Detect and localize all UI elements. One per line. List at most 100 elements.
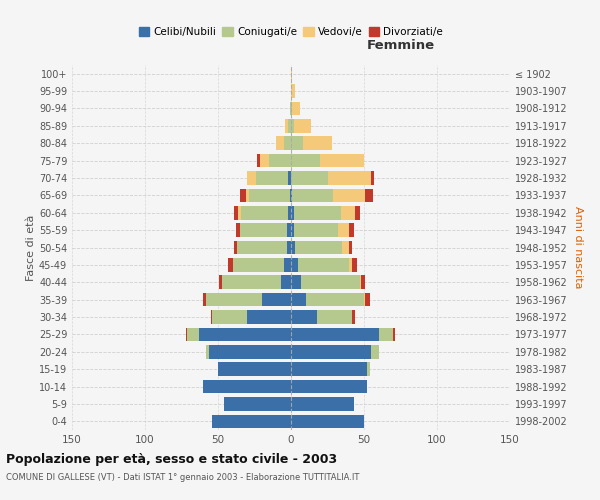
Bar [291, 380, 367, 394]
Bar [349, 240, 352, 254]
Bar [349, 224, 354, 237]
Bar [393, 328, 395, 341]
Bar [241, 206, 288, 220]
Bar [349, 258, 352, 272]
Bar [248, 188, 290, 202]
Bar [294, 206, 341, 220]
Bar [291, 362, 367, 376]
Bar [209, 345, 291, 358]
Bar [352, 258, 356, 272]
Bar [291, 171, 328, 185]
Bar [292, 188, 334, 202]
Bar [320, 154, 364, 168]
Bar [203, 380, 291, 394]
Text: Popolazione per età, sesso e stato civile - 2003: Popolazione per età, sesso e stato civil… [6, 452, 337, 466]
Bar [257, 154, 260, 168]
Text: COMUNE DI GALLESE (VT) - Dati ISTAT 1° gennaio 2003 - Elaborazione TUTTITALIA.IT: COMUNE DI GALLESE (VT) - Dati ISTAT 1° g… [6, 472, 359, 482]
Bar [352, 310, 355, 324]
Y-axis label: Anni di nascita: Anni di nascita [573, 206, 583, 289]
Bar [342, 240, 349, 254]
Bar [234, 206, 238, 220]
Bar [223, 276, 281, 289]
Bar [199, 328, 291, 341]
Bar [291, 345, 371, 358]
Bar [285, 119, 288, 132]
Bar [291, 397, 354, 410]
Bar [291, 224, 294, 237]
Bar [287, 224, 291, 237]
Bar [220, 276, 223, 289]
Bar [341, 206, 355, 220]
Bar [291, 328, 379, 341]
Bar [291, 188, 292, 202]
Bar [291, 414, 364, 428]
Bar [298, 258, 349, 272]
Bar [361, 276, 365, 289]
Bar [367, 362, 370, 376]
Bar [291, 276, 301, 289]
Bar [302, 136, 332, 150]
Bar [365, 188, 373, 202]
Bar [365, 293, 370, 306]
Bar [224, 397, 291, 410]
Bar [379, 328, 393, 341]
Bar [247, 310, 291, 324]
Bar [203, 293, 206, 306]
Bar [256, 171, 288, 185]
Bar [291, 136, 302, 150]
Bar [294, 224, 338, 237]
Bar [291, 154, 320, 168]
Bar [288, 171, 291, 185]
Bar [237, 240, 287, 254]
Bar [291, 310, 317, 324]
Bar [238, 206, 241, 220]
Bar [355, 206, 359, 220]
Bar [236, 224, 240, 237]
Bar [305, 293, 364, 306]
Bar [334, 188, 365, 202]
Bar [371, 171, 374, 185]
Bar [269, 154, 291, 168]
Bar [288, 206, 291, 220]
Bar [291, 119, 294, 132]
Bar [292, 102, 300, 115]
Bar [212, 414, 291, 428]
Bar [277, 136, 284, 150]
Text: Femmine: Femmine [367, 39, 434, 52]
Bar [211, 310, 212, 324]
Bar [284, 136, 291, 150]
Bar [262, 293, 291, 306]
Bar [240, 188, 246, 202]
Y-axis label: Fasce di età: Fasce di età [26, 214, 36, 280]
Bar [212, 310, 247, 324]
Bar [294, 119, 311, 132]
Bar [234, 240, 237, 254]
Bar [291, 206, 294, 220]
Bar [359, 276, 361, 289]
Bar [290, 102, 291, 115]
Bar [287, 240, 291, 254]
Bar [186, 328, 187, 341]
Bar [295, 240, 342, 254]
Bar [206, 293, 262, 306]
Bar [291, 258, 298, 272]
Bar [317, 310, 352, 324]
Bar [260, 154, 269, 168]
Bar [228, 258, 233, 272]
Bar [240, 224, 287, 237]
Bar [247, 171, 256, 185]
Bar [218, 362, 291, 376]
Bar [288, 119, 291, 132]
Bar [328, 171, 371, 185]
Bar [206, 345, 209, 358]
Bar [291, 240, 295, 254]
Bar [301, 276, 359, 289]
Bar [371, 345, 379, 358]
Bar [233, 258, 284, 272]
Legend: Celibi/Nubili, Coniugati/e, Vedovi/e, Divorziati/e: Celibi/Nubili, Coniugati/e, Vedovi/e, Di… [134, 23, 448, 41]
Bar [187, 328, 199, 341]
Bar [290, 188, 291, 202]
Bar [291, 102, 292, 115]
Bar [338, 224, 349, 237]
Bar [291, 67, 292, 80]
